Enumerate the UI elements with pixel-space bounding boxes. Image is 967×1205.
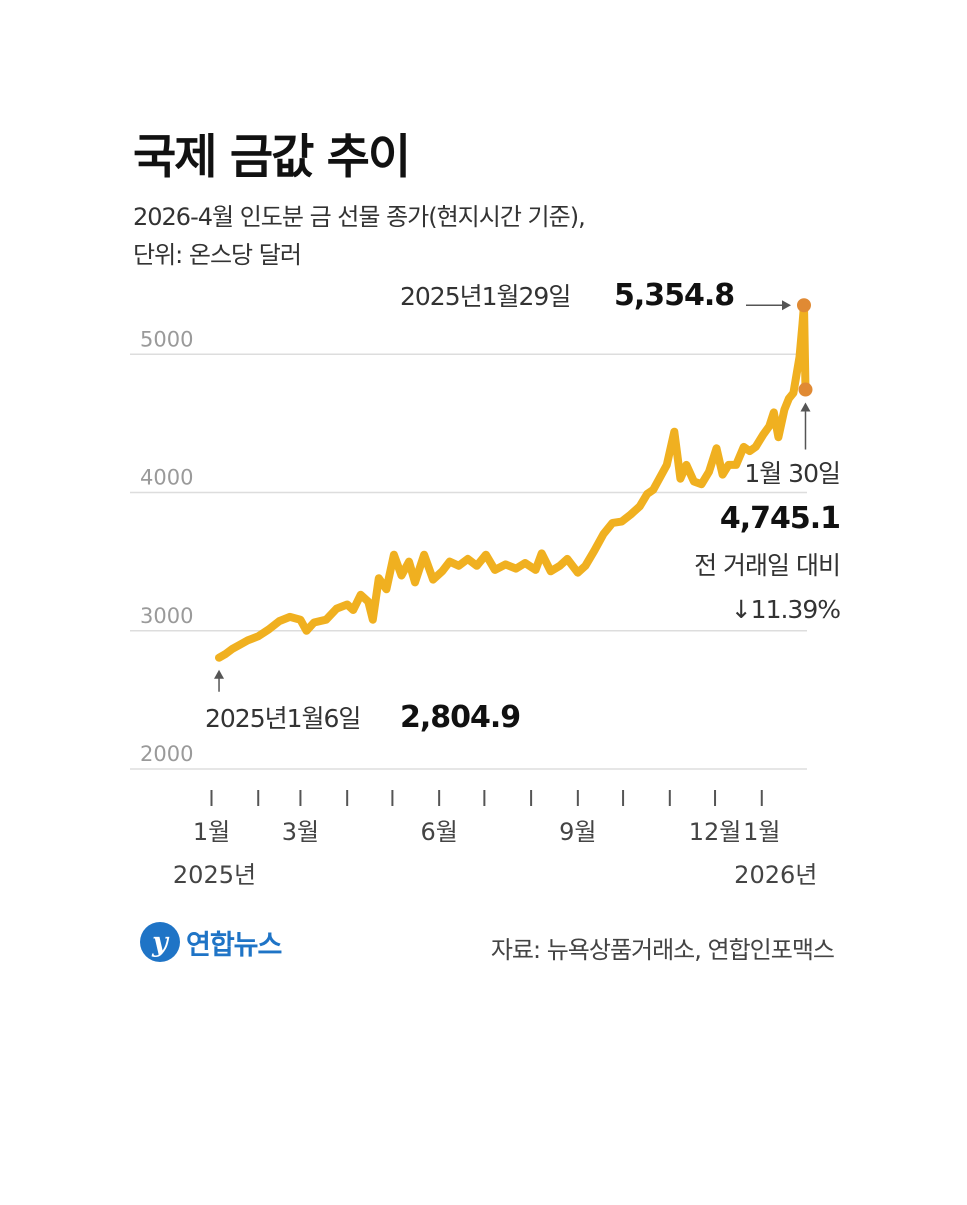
y-tick-label-4000: 4000 xyxy=(140,466,193,490)
x-tick-label-5: 6월 xyxy=(420,818,457,846)
start-arrow-head xyxy=(214,669,225,679)
last-annotation-value: 4,745.1 xyxy=(720,501,840,536)
last-annotation-label: 1월 30일 xyxy=(744,459,840,488)
last-point xyxy=(798,382,813,397)
last-arrow-head xyxy=(800,402,811,412)
peak-annotation-value: 5,354.8 xyxy=(614,278,734,313)
x-tick-label-12: 1월 xyxy=(743,818,780,846)
brand: y 연합뉴스 xyxy=(140,922,282,962)
yonhap-logo-icon: y xyxy=(140,922,180,962)
peak-point xyxy=(796,298,811,313)
annotations: 2025년1월6일 2,804.9 2025년1월29일 5,354.8 1월 30일 4… xyxy=(205,278,841,735)
last-annotation-change: ↓11.39% xyxy=(731,595,841,624)
grid-layer: 2000 3000 4000 5000 xyxy=(130,327,807,770)
start-annotation-label: 2025년1월6일 xyxy=(205,704,360,733)
x-tick-label-2: 3월 xyxy=(282,818,319,846)
y-tick-label-3000: 3000 xyxy=(140,604,193,628)
subtitle-line-2: 단위: 온스당 달러 xyxy=(133,241,302,269)
subtitle-line-1: 2026-4월 인도분 금 선물 종가(현지시간 기준), xyxy=(133,203,586,231)
x-tick-label-11: 12월 xyxy=(689,818,742,846)
x-year-label-0: 2025년 xyxy=(173,861,256,889)
x-tick-label-8: 9월 xyxy=(559,818,596,846)
price-series xyxy=(215,301,810,662)
y-tick-label-5000: 5000 xyxy=(140,327,193,351)
series-line-0 xyxy=(215,301,810,662)
brand-name: 연합뉴스 xyxy=(186,929,282,961)
source-note: 자료: 뉴욕상품거래소, 연합인포맥스 xyxy=(490,936,835,964)
chart-title: 국제 금값 추이 xyxy=(133,130,411,185)
peak-annotation-label: 2025년1월29일 xyxy=(400,282,570,311)
last-annotation-note: 전 거래일 대비 xyxy=(694,551,840,580)
peak-arrow-head xyxy=(782,300,791,311)
chart-subtitle: 2026-4월 인도분 금 선물 종가(현지시간 기준), 단위: 온스당 달러 xyxy=(133,198,586,274)
x-tick-label-0: 1월 xyxy=(193,818,230,846)
x-year-label-1: 2026년 xyxy=(734,861,817,889)
y-tick-label-2000: 2000 xyxy=(140,742,193,766)
start-annotation-value: 2,804.9 xyxy=(400,700,520,735)
